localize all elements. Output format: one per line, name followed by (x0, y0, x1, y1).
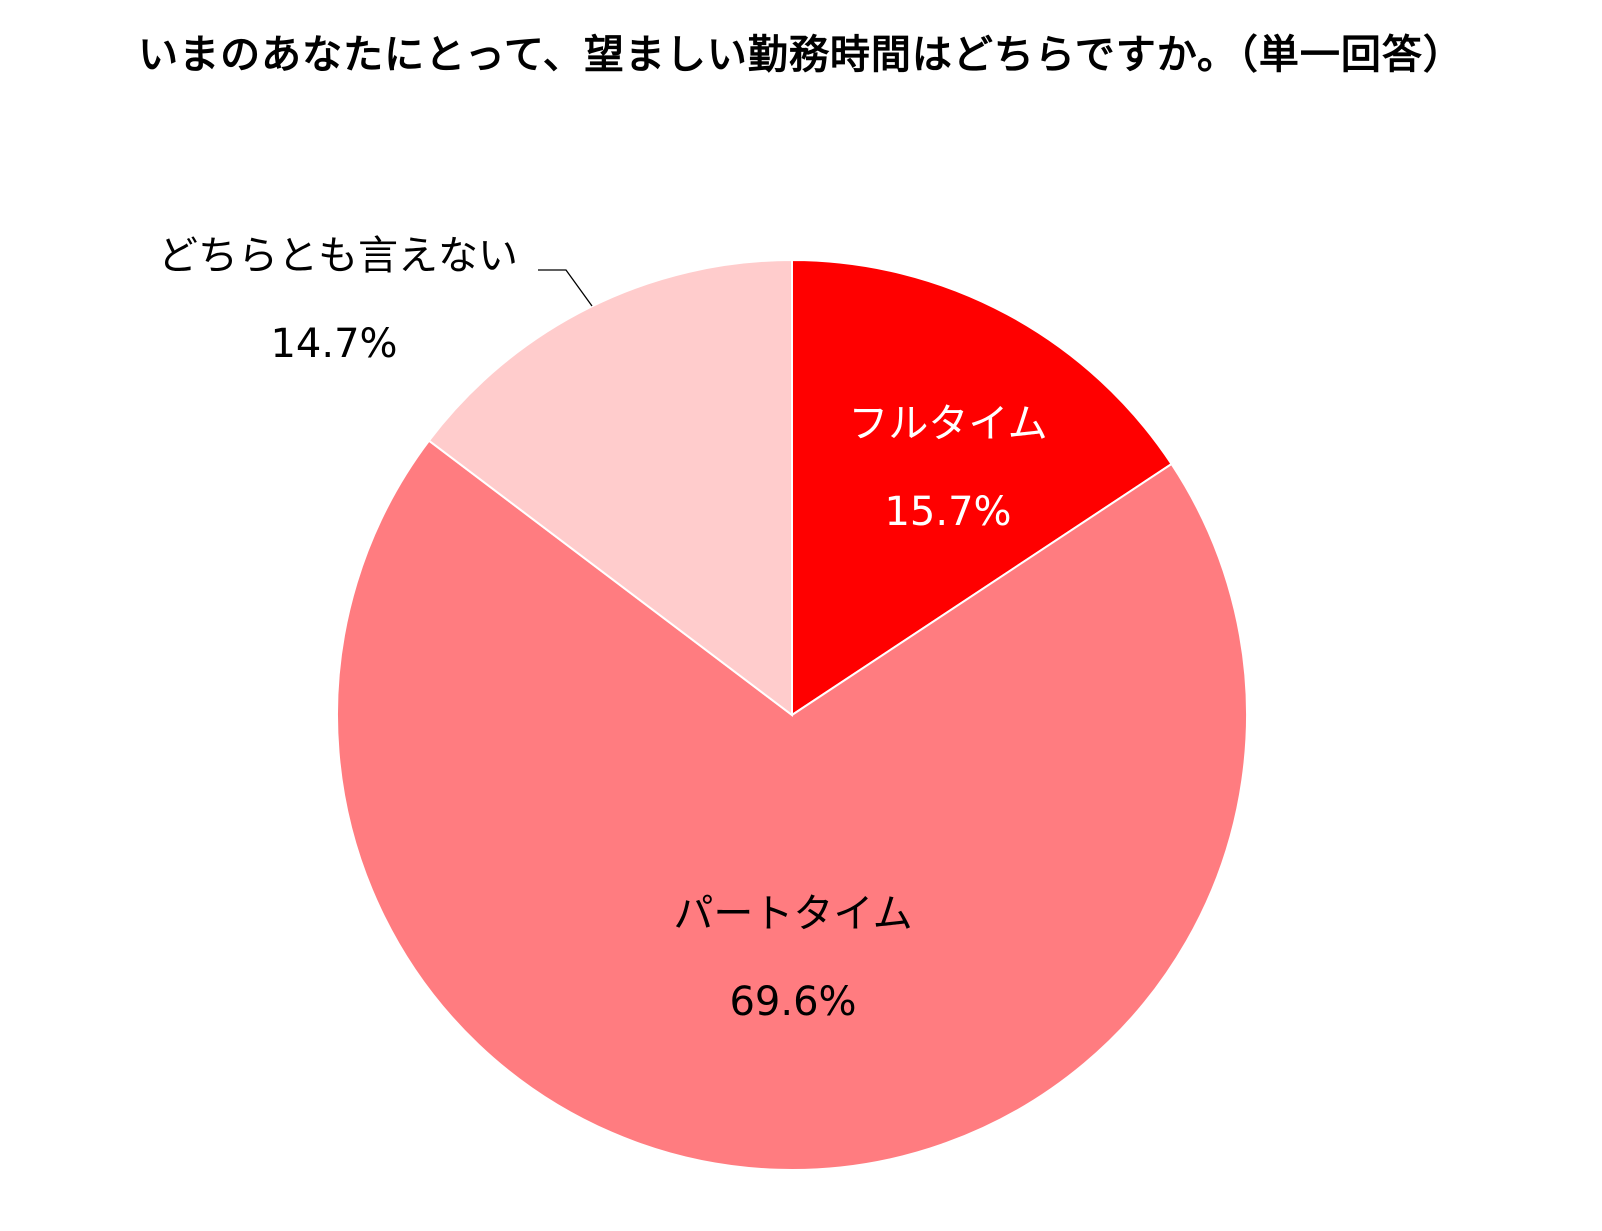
slice-label-1: フルタイム (848, 401, 1047, 447)
slice-label-2: パートタイム (673, 891, 912, 937)
pie-slices (336, 258, 1249, 1171)
pie-slice-3 (427, 258, 793, 718)
pie-labels: フルタイム 15.7% パートタイム 69.6% どちらとも言えない 14.7% (158, 233, 1048, 1025)
pie-slice-2 (336, 439, 1249, 1171)
slice-value-label-1: 15.7% (884, 489, 1011, 535)
pie-leader-line (538, 269, 593, 307)
slice-label-3: どちらとも言えない (158, 233, 518, 279)
slice-value-label-3: 14.7% (270, 321, 397, 367)
slice-value-label-2: 69.6% (729, 979, 856, 1025)
pie-slice-1 (791, 258, 1173, 717)
chart-title: いまのあなたにとって、望ましい勤務時間はどちらですか。（単一回答） (138, 32, 1464, 78)
